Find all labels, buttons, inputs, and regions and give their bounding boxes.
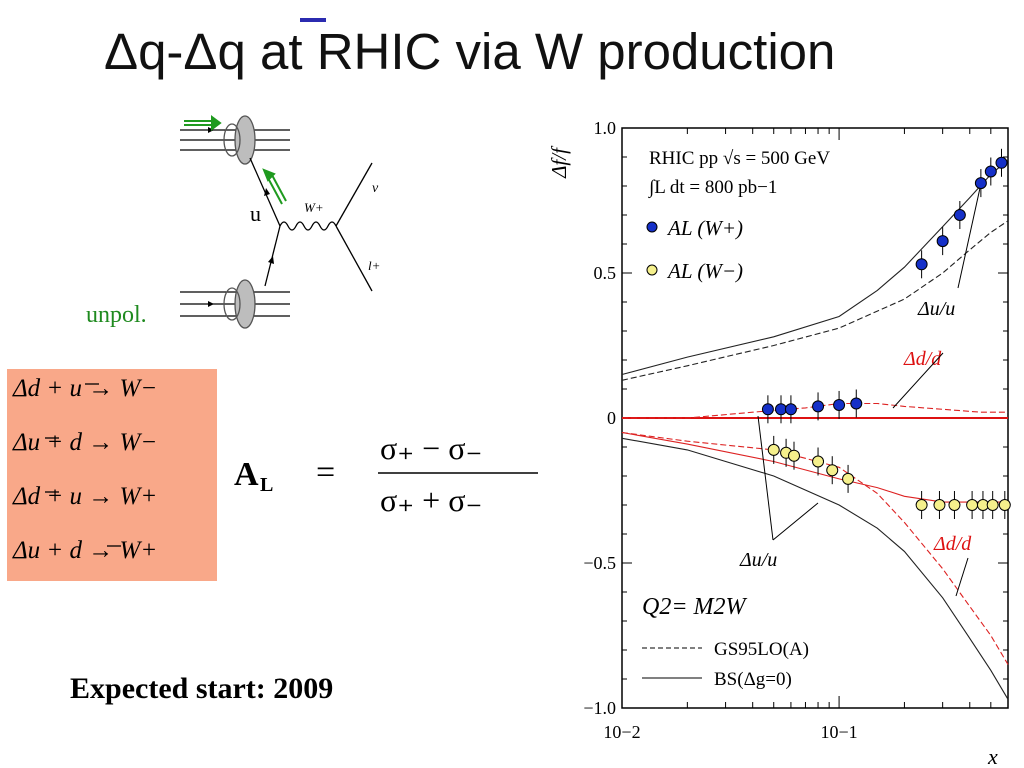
annotation-dubar: Δu/u <box>739 549 777 571</box>
data-point <box>833 398 846 411</box>
y-axis-label: Δf/f <box>548 145 571 179</box>
data-point <box>784 403 797 416</box>
reaction-line: Δu + d → W+ <box>13 537 158 564</box>
data-point <box>933 499 946 511</box>
neutrino-label: ν <box>372 181 379 196</box>
data-point <box>966 499 979 511</box>
title-antiquark-bar <box>300 18 326 22</box>
unpolarized-label: unpol. <box>86 302 147 328</box>
lepton-label: l+ <box>368 258 380 273</box>
x-tick-label: 10−2 <box>603 722 640 742</box>
reaction-line: Δd + u → W− <box>13 375 158 402</box>
polarization-plot: 1.0 0.5 0 −0.5 −1.0 10−2 10−1 Δf/f x RHIC pp √… <box>548 118 1011 768</box>
annotation-dd: Δd/d <box>933 533 972 555</box>
slide-title: Δq-Δq at RHIC via W production <box>104 18 836 81</box>
svg-text:σ₊ + σ₋: σ₊ + σ₋ <box>380 482 482 518</box>
data-point <box>850 397 863 410</box>
quark-label: u <box>250 201 261 226</box>
data-point <box>842 472 855 485</box>
expected-start-text: Expected start: 2009 <box>70 672 334 705</box>
legend-label-gs95: GS95LO(A) <box>714 639 809 660</box>
model-curve <box>621 431 1009 665</box>
data-point <box>948 499 961 511</box>
data-point <box>812 455 825 468</box>
data-point <box>788 449 801 462</box>
data-point <box>936 235 949 248</box>
legend-label-wplus: AL (W+) <box>666 216 743 240</box>
model-curve <box>621 437 1009 700</box>
data-point <box>915 258 928 271</box>
data-point <box>986 499 999 511</box>
y-tick-label: −0.5 <box>583 553 616 573</box>
data-point <box>761 403 774 416</box>
reaction-line: Δd + u → W+ <box>13 483 158 510</box>
x-tick-label: 10−1 <box>821 722 858 742</box>
legend-marker-wplus <box>646 221 658 233</box>
y-tick-label: 0 <box>607 408 616 428</box>
svg-text:A: A <box>234 456 259 493</box>
data-point <box>915 499 928 511</box>
data-point <box>953 209 966 221</box>
data-point <box>767 443 780 456</box>
q2-label: Q2= M2W <box>642 594 748 620</box>
title-text: Δq-Δq at RHIC via W production <box>104 23 836 80</box>
data-point <box>998 499 1011 511</box>
header-line-1: RHIC pp √s = 500 GeV <box>649 148 830 169</box>
annotation-arrows <box>757 187 981 597</box>
y-tick-label: 1.0 <box>594 118 617 138</box>
legend-marker-wminus <box>646 264 658 276</box>
asymmetry-formula: A L = σ₊ − σ₋ σ₊ + σ₋ <box>230 425 538 518</box>
reaction-line: Δu + d → W− <box>13 429 158 456</box>
svg-text:=: = <box>316 454 335 491</box>
data-point <box>826 464 839 477</box>
header-line-2: ∫L dt = 800 pb−1 <box>648 177 777 199</box>
data-point <box>984 165 997 178</box>
asymmetry-formula-svg: A L = σ₊ − σ₋ σ₊ + σ₋ <box>234 430 538 518</box>
annotation-ddbar: Δd/d <box>903 348 942 370</box>
data-point <box>774 403 787 416</box>
data-point <box>974 177 987 190</box>
legend-label-wminus: AL (W−) <box>666 259 743 283</box>
data-points <box>761 148 1011 519</box>
y-tick-label: 0.5 <box>594 263 617 283</box>
data-point <box>995 156 1008 169</box>
svg-text:L: L <box>260 474 273 496</box>
feynman-diagram: u W+ ν l+ <box>180 115 380 329</box>
y-tick-label: −1.0 <box>583 698 616 718</box>
svg-text:σ₊ − σ₋: σ₊ − σ₋ <box>380 430 482 466</box>
overbars <box>45 383 121 547</box>
reaction-box: Δd + u → W− Δu + d → W− Δd + u → W+ Δu +… <box>7 369 217 581</box>
x-axis-label: x <box>987 744 998 768</box>
w-boson-label: W+ <box>304 200 324 215</box>
data-point <box>812 400 825 413</box>
legend-label-bs: BS(Δg=0) <box>714 669 792 690</box>
annotation-du-u: Δu/u <box>917 298 955 320</box>
